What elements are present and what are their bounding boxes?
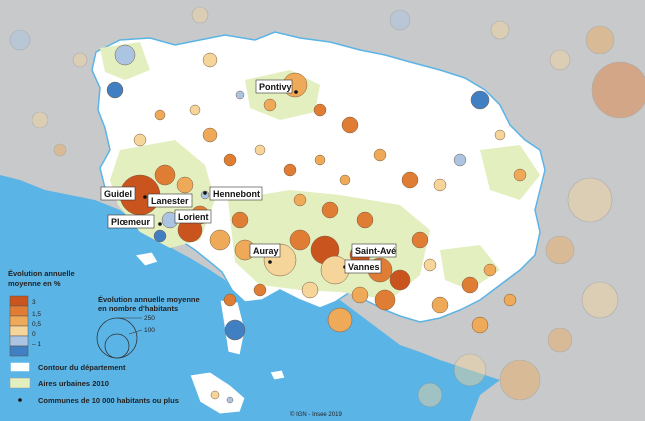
legend-communes-10000: Communes de 10 000 habitants ou plus: [38, 396, 179, 405]
city-labels: Pontivy Guidel Lanester Hennebont Lorien…: [100, 79, 397, 274]
svg-text:Pontivy: Pontivy: [259, 82, 292, 92]
bottom-legend: Contour du département Aires urbaines 20…: [9, 361, 179, 405]
commune-10000-marker: [18, 398, 22, 402]
city-label-vannes: Vannes: [344, 259, 382, 274]
legend-class-2: 0,5: [32, 321, 41, 328]
city-label-lorient: Lorient: [174, 209, 212, 224]
size-legend-value-100: 100: [144, 327, 155, 334]
legend-class-4: – 1: [32, 341, 41, 348]
legend-class-1: 1,5: [32, 311, 41, 318]
city-label-pontivy: Pontivy: [255, 79, 293, 94]
size-legend-value-250: 250: [144, 315, 155, 322]
outside-commune-circles: [9, 6, 645, 408]
legend-swatch-1-5: [9, 305, 29, 317]
size-legend: Évolution annuelle moyenne en nombre d'h…: [96, 295, 200, 359]
svg-text:Lanester: Lanester: [151, 196, 189, 206]
svg-text:Lorient: Lorient: [178, 212, 209, 222]
size-legend-title-2: en nombre d'habitants: [98, 304, 178, 313]
svg-text:Guidel: Guidel: [104, 189, 132, 199]
svg-text:Auray: Auray: [253, 246, 279, 256]
svg-text:Saint-Avé: Saint-Avé: [355, 246, 396, 256]
size-legend-title-1: Évolution annuelle moyenne: [98, 295, 200, 304]
color-legend: Évolution annuelle moyenne en % 3 1,5 0,…: [8, 269, 75, 357]
city-label-guidel: Guidel: [100, 186, 136, 201]
city-label-saint-ave: Saint-Avé: [351, 243, 397, 258]
size-legend-circle-100: [104, 333, 130, 359]
legend-swatch-neg-strong: [9, 345, 29, 357]
legend-class-0: 3: [32, 299, 36, 306]
legend-urban-areas: Aires urbaines 2010: [38, 379, 109, 388]
legend-swatch-3: [9, 295, 29, 307]
svg-text:Plœmeur: Plœmeur: [111, 217, 151, 227]
city-label-hennebont: Hennebont: [209, 186, 263, 201]
department-outline-swatch: [9, 361, 31, 373]
svg-text:Vannes: Vannes: [348, 262, 380, 272]
svg-text:Hennebont: Hennebont: [213, 189, 260, 199]
city-label-ploemeur: Plœmeur: [107, 214, 155, 229]
city-label-lanester: Lanester: [147, 193, 193, 208]
urban-area-swatch: [9, 377, 31, 389]
color-legend-title-2: moyenne en %: [8, 279, 61, 288]
legend-swatch-neg: [9, 335, 29, 347]
legend-class-3: 0: [32, 331, 36, 338]
island-houat: [269, 369, 286, 381]
credit: © IGN - Insee 2019: [290, 411, 342, 418]
legend-swatch-0: [9, 325, 29, 337]
color-legend-title-1: Évolution annuelle: [8, 269, 75, 278]
legend-department-outline: Contour du département: [38, 363, 126, 372]
city-label-auray: Auray: [249, 243, 281, 258]
legend-swatch-0-5: [9, 315, 29, 327]
island-groix: [134, 251, 159, 267]
